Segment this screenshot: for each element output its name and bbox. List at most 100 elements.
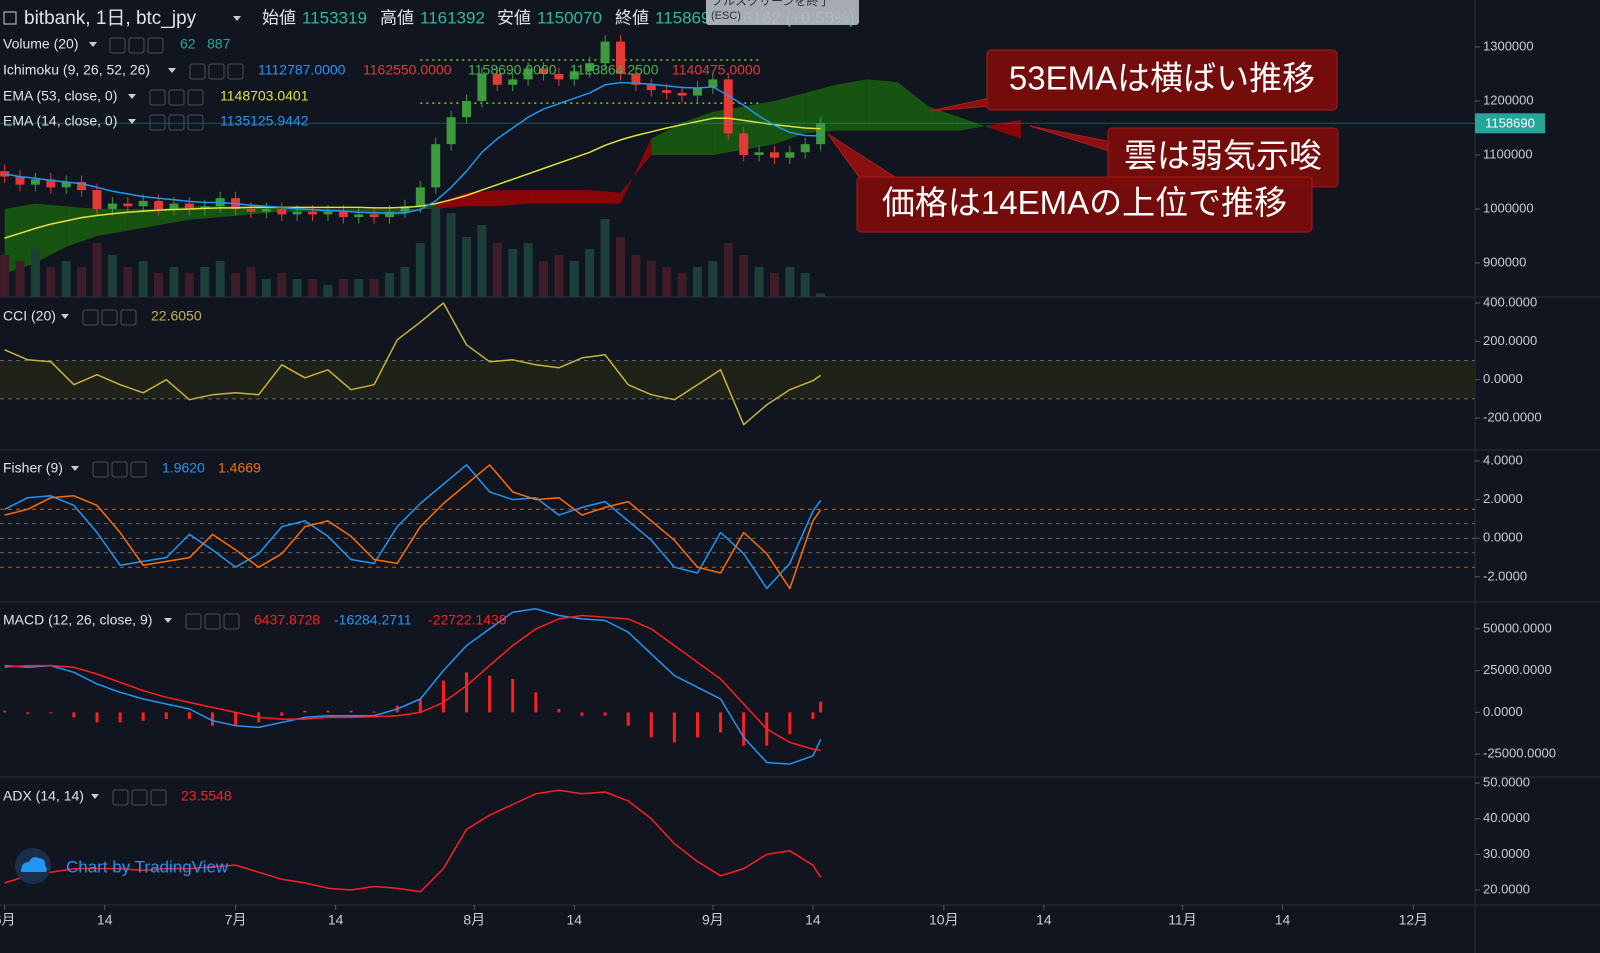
volume-bar	[769, 273, 779, 297]
cloud-segment	[558, 190, 590, 204]
histogram-bar	[280, 712, 284, 716]
candle-body	[800, 144, 810, 153]
histogram-bar	[72, 712, 76, 718]
cloud-segment	[404, 203, 436, 215]
x-tick-label: 12月	[1399, 912, 1429, 928]
legend-value: 1135125.9442	[220, 113, 309, 129]
indicator-line	[4, 464, 822, 590]
volume-bar	[277, 273, 287, 297]
legend-icon	[223, 613, 240, 630]
volume-bar	[61, 261, 71, 297]
volume-bar	[261, 279, 271, 297]
y-tick-label: 200.0000	[1483, 333, 1537, 348]
ohlc-value: 1150070	[537, 8, 602, 27]
volume-bar	[338, 279, 348, 297]
dropdown-caret[interactable]	[89, 42, 97, 47]
candle-body	[323, 211, 333, 215]
callout-text: 価格は14EMAの上位で推移	[882, 184, 1287, 221]
legend-value: 1162550.0000	[363, 62, 452, 78]
histogram-bar	[626, 712, 630, 726]
x-tick-label: 7月	[225, 912, 247, 928]
y-tick-label: 30.0000	[1483, 846, 1530, 861]
dropdown-caret[interactable]	[128, 119, 136, 124]
y-tick-label: 900000	[1483, 254, 1526, 269]
histogram-bar	[534, 692, 538, 713]
candle-body	[615, 41, 625, 74]
volume-bar	[231, 273, 241, 297]
ohlc-label: 始値	[262, 8, 296, 27]
volume-bar	[662, 267, 672, 297]
legend-value: 1148703.0401	[220, 88, 309, 104]
axes: 900000 1000000 1100000 1200000 1300000 400.00…	[0, 38, 1556, 928]
dropdown-caret[interactable]	[71, 466, 79, 471]
fullscreen-popup[interactable]	[706, 0, 859, 25]
histogram-bar	[488, 675, 492, 713]
candle-body	[508, 79, 518, 85]
volume-bar	[554, 255, 564, 297]
candle-body	[723, 79, 733, 134]
histogram-bar	[164, 712, 168, 720]
candle-body	[169, 203, 179, 209]
x-tick-label: 14	[1275, 912, 1291, 928]
overlays: Volume (20) 62 887 Ichimoku (9, 26, 52, 26)…	[3, 0, 1339, 884]
dropdown-caret[interactable]	[91, 794, 99, 799]
candle-body	[462, 100, 472, 118]
legend-value: 1.9620	[162, 460, 205, 476]
candle-body	[477, 73, 487, 101]
histogram-bar	[210, 712, 214, 726]
candle-body	[308, 211, 318, 215]
histogram-bar	[49, 712, 53, 714]
candle-body	[61, 181, 71, 188]
dropdown-caret[interactable]	[164, 618, 172, 623]
legend-value: 22.6050	[151, 308, 202, 324]
volume-bar	[615, 237, 625, 297]
y-tick-label: 400.0000	[1483, 294, 1537, 309]
legend-icon	[150, 789, 167, 806]
histogram-bar	[349, 710, 353, 713]
cloud-segment	[928, 106, 960, 131]
x-tick-label: 14	[567, 912, 583, 928]
legend-value: 1.4669	[218, 460, 261, 476]
legend-icon	[130, 461, 147, 478]
legend-name: Fisher (9)	[3, 460, 63, 476]
cloud-segment	[774, 92, 806, 145]
volume-bar	[492, 243, 502, 297]
legend-icon	[101, 309, 118, 326]
histogram-bar	[418, 699, 422, 713]
dropdown-caret[interactable]	[233, 16, 241, 21]
legend-icon	[204, 613, 221, 630]
candle-body	[569, 71, 579, 80]
dropdown-caret[interactable]	[168, 68, 176, 73]
collapse-icon[interactable]	[3, 11, 17, 25]
volume-bar	[46, 267, 56, 297]
legend-value: 1112787.0000	[258, 62, 346, 78]
indicator-line	[4, 614, 821, 752]
dropdown-caret[interactable]	[61, 314, 69, 319]
candle-body	[369, 214, 379, 218]
cloud-segment	[4, 203, 36, 274]
y-tick-label: 0.0000	[1483, 704, 1523, 719]
histogram-bar	[234, 712, 238, 726]
candle-body	[631, 73, 641, 85]
dropdown-caret[interactable]	[128, 94, 136, 99]
cloud-segment	[805, 84, 837, 134]
legend-icon	[185, 613, 202, 630]
volume-bar	[816, 293, 826, 297]
volume-bar	[200, 267, 210, 297]
candle-body	[754, 152, 764, 155]
callout-box	[986, 49, 1338, 111]
histogram-bar	[557, 709, 561, 713]
watermark[interactable]: Chart by TradingView	[66, 857, 229, 876]
cloud-segment	[866, 79, 898, 131]
legend-icon	[187, 89, 204, 106]
legend-name: Ichimoku (9, 26, 52, 26)	[3, 62, 150, 78]
y-tick-label: 1100000	[1483, 146, 1533, 161]
histogram-bar	[95, 712, 99, 723]
x-tick-label: 8月	[463, 912, 485, 928]
legend-icon	[82, 309, 99, 326]
candle-body	[123, 203, 133, 207]
y-tick-label: -25000.0000	[1483, 746, 1556, 761]
y-tick-label: -200.0000	[1483, 410, 1542, 425]
